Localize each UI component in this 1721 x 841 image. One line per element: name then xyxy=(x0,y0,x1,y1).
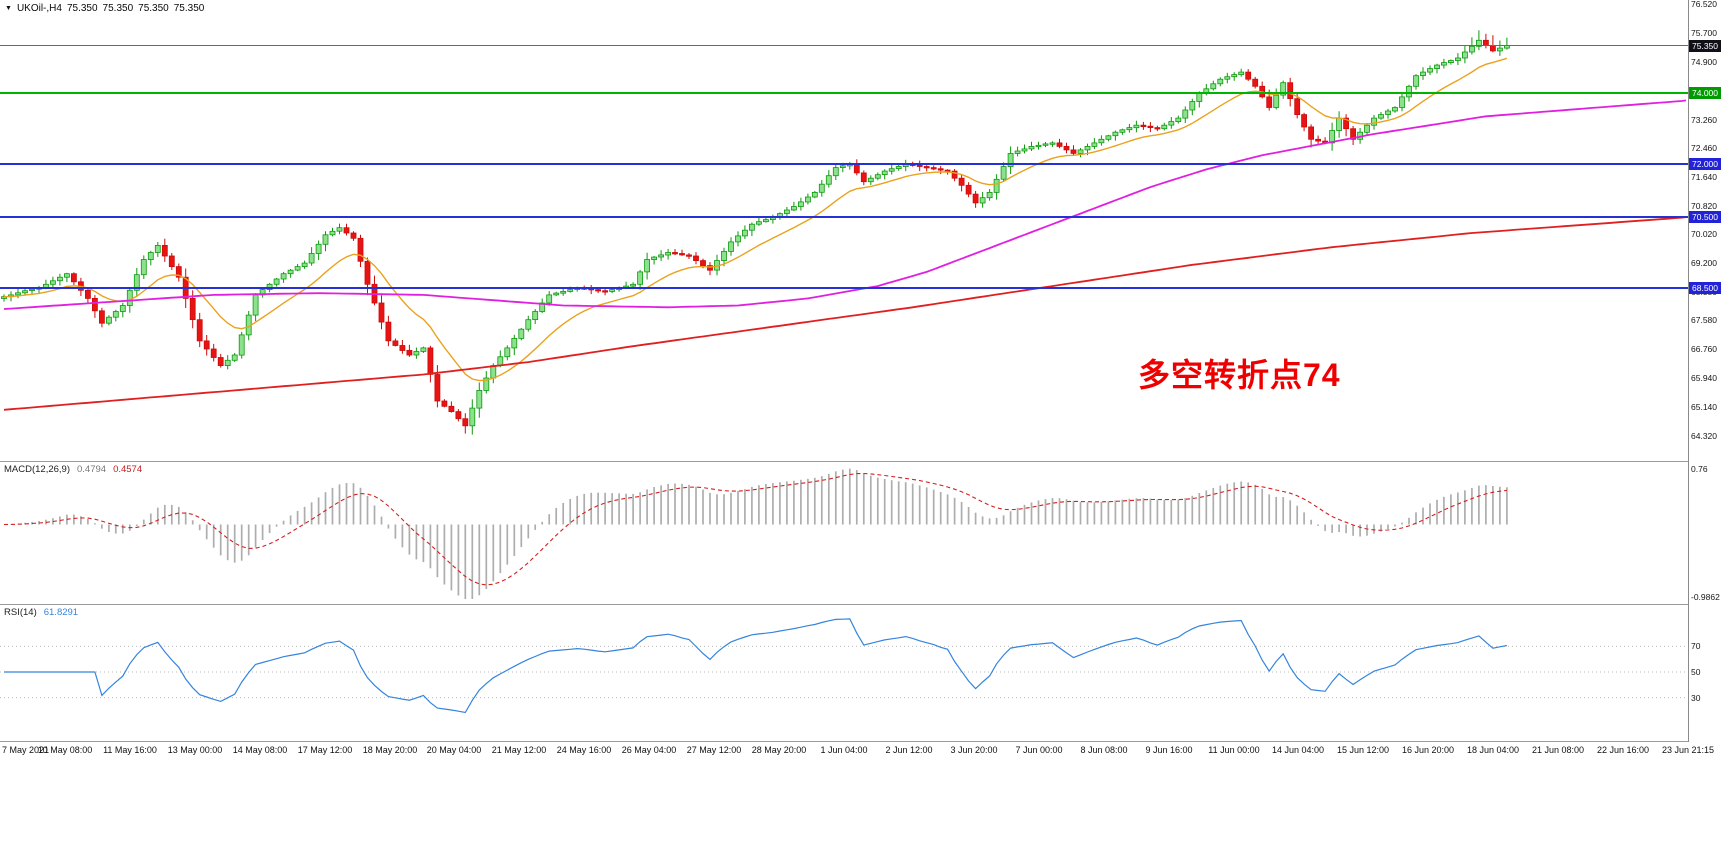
time-axis-label: 14 Jun 04:00 xyxy=(1271,745,1325,755)
price-hline-72.000[interactable] xyxy=(0,163,1688,165)
time-axis-label: 23 Jun 21:15 xyxy=(1661,745,1715,755)
time-axis-label: 18 Jun 04:00 xyxy=(1466,745,1520,755)
time-axis-label: 28 May 20:00 xyxy=(751,745,807,755)
time-axis-label: 27 May 12:00 xyxy=(686,745,742,755)
macd-histogram xyxy=(10,468,1508,599)
price-hline-74.000[interactable] xyxy=(0,92,1688,94)
time-axis[interactable]: 7 May 2021 10 May 08:00 11 May 16:00 13 May… xyxy=(0,742,1721,760)
time-axis-label: 21 Jun 08:00 xyxy=(1531,745,1585,755)
price-axis-label: 64.320 xyxy=(1691,431,1717,441)
ma-slow-line xyxy=(3,216,1687,411)
time-axis-label: 13 May 00:00 xyxy=(167,745,223,755)
rsi-name: RSI(14) xyxy=(4,607,37,618)
panel-divider[interactable] xyxy=(0,461,1721,462)
rsi-chart[interactable] xyxy=(0,605,1688,741)
price-axis-label: 76.520 xyxy=(1691,0,1717,9)
price-axis-label: 67.580 xyxy=(1691,315,1717,325)
ohlc-open: 75.350 xyxy=(66,3,98,14)
price-badge-72.000: 72.000 xyxy=(1689,158,1721,170)
time-axis-label: 3 Jun 20:00 xyxy=(950,745,998,755)
main-chart-panel[interactable]: ▼ UKOil-,H4 75.350 75.350 75.350 75.350 … xyxy=(0,0,1688,461)
ohlc-high: 75.350 xyxy=(102,3,134,14)
price-axis-label: 71.640 xyxy=(1691,172,1717,182)
time-axis-label: 7 Jun 00:00 xyxy=(1015,745,1063,755)
rsi-axis-label-50: 50 xyxy=(1691,667,1701,677)
price-axis-label: 74.900 xyxy=(1691,57,1717,67)
price-badge-75.350: 75.350 xyxy=(1689,40,1721,52)
macd-chart[interactable] xyxy=(0,462,1688,604)
time-axis-label: 7 May 2021 xyxy=(2,745,50,755)
time-axis-label: 14 May 08:00 xyxy=(232,745,288,755)
price-axis-label: 66.760 xyxy=(1691,344,1717,354)
price-axis-label: 69.200 xyxy=(1691,258,1717,268)
time-axis-label: 1 Jun 04:00 xyxy=(820,745,868,755)
chart-title: ▼ UKOil-,H4 75.350 75.350 75.350 75.350 xyxy=(5,3,204,14)
price-hline-70.500[interactable] xyxy=(0,216,1688,218)
price-axis[interactable]: 76.52075.70074.90074.08073.26072.46071.6… xyxy=(1688,0,1721,742)
price-hline-68.500[interactable] xyxy=(0,287,1688,289)
panel-divider[interactable] xyxy=(0,604,1721,605)
panel-divider[interactable] xyxy=(0,741,1721,742)
price-axis-label: 65.140 xyxy=(1691,402,1717,412)
dropdown-arrow-icon[interactable]: ▼ xyxy=(5,4,12,12)
rsi-axis-label-30: 30 xyxy=(1691,693,1701,703)
rsi-panel[interactable]: RSI(14) 61.8291 xyxy=(0,605,1688,741)
candlesticks[interactable] xyxy=(1,30,1510,435)
candlestick-chart[interactable] xyxy=(0,0,1688,461)
macd-panel[interactable]: MACD(12,26,9) 0.4794 0.4574 xyxy=(0,462,1688,604)
chart-annotation-text: 多空转折点74 xyxy=(1138,357,1341,393)
symbol-period-label: UKOil-,H4 xyxy=(16,3,62,14)
price-hline-75.350[interactable] xyxy=(0,45,1688,46)
ohlc-low: 75.350 xyxy=(138,3,169,14)
time-axis-label: 26 May 04:00 xyxy=(621,745,677,755)
price-axis-label: 65.940 xyxy=(1691,373,1717,383)
ohlc-close: 75.350 xyxy=(173,3,205,14)
macd-signal-value: 0.4574 xyxy=(113,464,143,475)
macd-signal-line xyxy=(3,472,1507,586)
price-axis-label: 72.460 xyxy=(1691,143,1717,153)
price-axis-label: 70.820 xyxy=(1691,201,1717,211)
time-axis-label: 18 May 20:00 xyxy=(362,745,418,755)
time-axis-label: 9 Jun 16:00 xyxy=(1145,745,1193,755)
macd-main-value: 0.4794 xyxy=(77,464,107,475)
time-axis-label: 8 Jun 08:00 xyxy=(1080,745,1128,755)
rsi-value: 61.8291 xyxy=(43,607,79,618)
macd-name: MACD(12,26,9) xyxy=(4,464,70,475)
time-axis-label: 24 May 16:00 xyxy=(556,745,612,755)
time-axis-label: 16 Jun 20:00 xyxy=(1401,745,1455,755)
rsi-line xyxy=(4,618,1508,714)
time-axis-label: 11 Jun 00:00 xyxy=(1208,745,1260,755)
time-axis-label: 22 Jun 16:00 xyxy=(1596,745,1650,755)
time-axis-label: 21 May 12:00 xyxy=(491,745,547,755)
time-axis-label: 10 May 08:00 xyxy=(37,745,93,755)
time-axis-label: 17 May 12:00 xyxy=(297,745,353,755)
macd-axis-max-label: 0.76 xyxy=(1691,464,1708,474)
time-axis-label: 20 May 04:00 xyxy=(426,745,482,755)
time-axis-label: 2 Jun 12:00 xyxy=(885,745,933,755)
time-axis-label: 15 Jun 12:00 xyxy=(1336,745,1390,755)
time-axis-label: 11 May 16:00 xyxy=(103,745,157,755)
price-badge-70.500: 70.500 xyxy=(1689,211,1721,223)
price-badge-74.000: 74.000 xyxy=(1689,87,1721,99)
price-badge-68.500: 68.500 xyxy=(1689,282,1721,294)
ma-mid-line xyxy=(3,99,1687,310)
ma-fast-line xyxy=(3,57,1508,382)
rsi-axis-label-70: 70 xyxy=(1691,641,1701,651)
price-axis-label: 75.700 xyxy=(1691,28,1717,38)
macd-indicator-label: MACD(12,26,9) 0.4794 0.4574 xyxy=(4,464,149,475)
rsi-indicator-label: RSI(14) 61.8291 xyxy=(4,607,85,618)
price-axis-label: 70.020 xyxy=(1691,229,1717,239)
macd-axis-min-label: -0.9862 xyxy=(1691,592,1720,602)
price-axis-label: 73.260 xyxy=(1691,115,1717,125)
